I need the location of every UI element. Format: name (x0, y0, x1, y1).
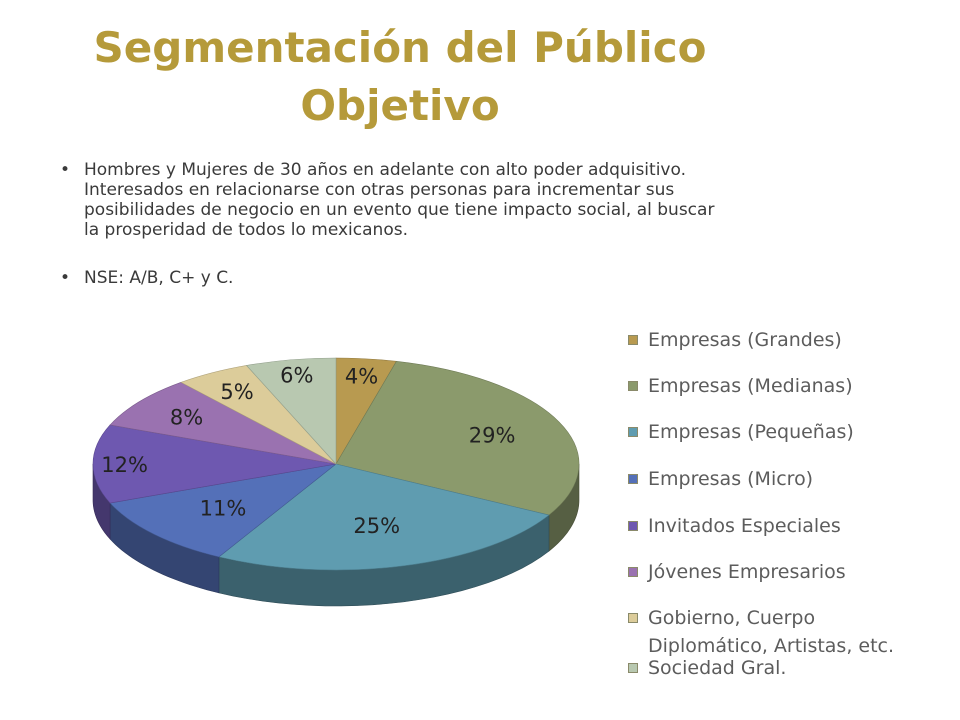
legend-item: Sociedad Gral. (628, 654, 928, 682)
legend-label: Empresas (Grandes) (648, 329, 842, 351)
legend-swatch (628, 335, 638, 345)
pie-data-label: 11% (200, 497, 247, 521)
bullet-marker: • (60, 160, 71, 180)
pie-chart: 4% 29% 25% 11% 12% 8% 5% 6% (92, 357, 580, 607)
legend-label: Gobierno, Cuerpo Diplomático, Artistas, … (648, 607, 895, 657)
legend-swatch (628, 381, 638, 391)
legend-swatch (628, 663, 638, 673)
bullet-text: Hombres y Mujeres de 30 años en adelante… (84, 160, 715, 240)
slide-title-line2: Objetivo (300, 81, 500, 130)
pie-slice (92, 424, 337, 504)
legend-item: Jóvenes Empresarios (628, 558, 928, 586)
pie-slice (109, 382, 337, 465)
pie-data-label: 25% (353, 514, 400, 538)
pie-data-label: 5% (220, 380, 253, 404)
pie-data-label: 8% (170, 406, 203, 430)
legend-swatch (628, 613, 638, 623)
pie-slice (335, 361, 580, 516)
bullet-list: • Hombres y Mujeres de 30 años en adelan… (60, 160, 720, 316)
slide-title-line1: Segmentación del Público (93, 23, 707, 72)
legend-label: Empresas (Micro) (648, 468, 814, 490)
bullet-marker: • (60, 268, 71, 288)
bullet-text: NSE: A/B, C+ y C. (84, 268, 234, 288)
legend-item: Empresas (Grandes) (628, 326, 928, 354)
pie-data-label: 6% (280, 364, 313, 388)
pie-labels: 4% 29% 25% 11% 12% 8% 5% 6% (101, 364, 515, 539)
legend-label: Sociedad Gral. (648, 657, 787, 679)
legend-label: Jóvenes Empresarios (648, 561, 846, 583)
legend-swatch (628, 567, 638, 577)
legend-swatch (628, 474, 638, 484)
legend-label: Empresas (Pequeñas) (648, 421, 854, 443)
legend-label: Invitados Especiales (648, 515, 841, 537)
legend-swatch (628, 521, 638, 531)
legend-label: Empresas (Medianas) (648, 375, 853, 397)
bullet-item: • NSE: A/B, C+ y C. (60, 268, 720, 288)
legend-item: Empresas (Medianas) (628, 372, 928, 400)
pie-data-label: 4% (345, 365, 378, 389)
legend-item: Empresas (Pequeñas) (628, 418, 928, 446)
pie-slice (218, 463, 550, 571)
legend-item: Gobierno, Cuerpo Diplomático, Artistas, … (628, 604, 928, 660)
pie-data-label: 29% (469, 424, 516, 448)
legend-swatch (628, 427, 638, 437)
pie-slice (109, 463, 337, 558)
pie-slice (245, 357, 337, 465)
pie-tops (92, 357, 580, 571)
legend-item: Empresas (Micro) (628, 465, 928, 493)
legend-item: Invitados Especiales (628, 512, 928, 540)
pie-data-label: 12% (101, 453, 148, 477)
bullet-item: • Hombres y Mujeres de 30 años en adelan… (60, 160, 720, 240)
pie-sides (92, 463, 580, 607)
